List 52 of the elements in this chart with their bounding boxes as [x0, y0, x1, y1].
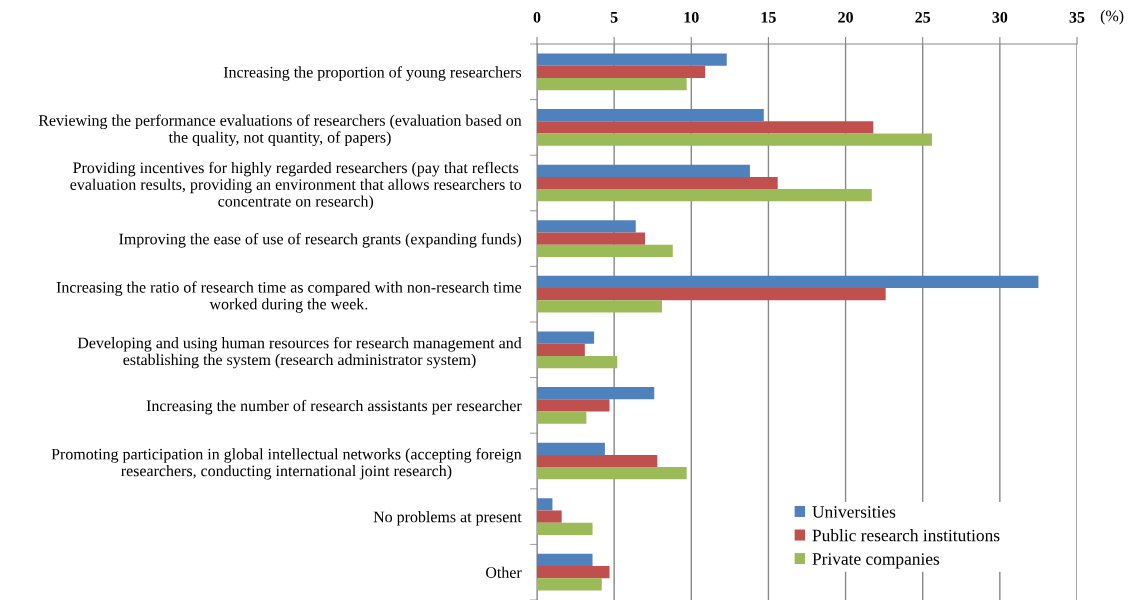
bar	[537, 121, 874, 134]
y-tick-label: Other	[486, 566, 522, 578]
bar	[537, 164, 750, 177]
y-tick-label: Increasing the number of research assistants per researcher	[146, 399, 522, 415]
y-tick-label: Providing incentives for highly regarded researchers (pay that reflects evaluation results, providing an environment that allows researchers to concentrate on research)	[70, 161, 522, 210]
y-tick-label: Increasing the ratio of research time as compared with non-research time worked during the week.	[56, 281, 522, 313]
bar	[537, 65, 706, 78]
x-tick-label: 10	[684, 11, 699, 23]
y-tick-label: Increasing the proportion of young researchers	[223, 66, 522, 81]
bar	[537, 578, 602, 591]
y-tick-label: Reviewing the performance evaluations of researchers (evaluation based on the quality, not quantity, of papers)	[38, 114, 522, 147]
bar	[537, 355, 618, 369]
bar	[537, 288, 886, 301]
bar	[537, 553, 593, 567]
bar	[537, 454, 658, 468]
bar	[537, 442, 605, 455]
x-tick-label: 25	[915, 11, 931, 23]
bar	[537, 498, 553, 511]
bar	[537, 399, 610, 412]
bar	[537, 133, 932, 146]
y-tick-label: Developing and using human resources for research management and establishing the system (research administrator system)	[77, 336, 522, 369]
bar	[537, 189, 872, 202]
x-tick-label: 20	[838, 11, 853, 23]
bar	[537, 275, 1039, 289]
x-tick-label: 15	[761, 12, 776, 23]
bar	[537, 510, 562, 523]
bar	[537, 522, 593, 535]
y-tick-label: Improving the ease of use of research grants (expanding funds)	[119, 232, 522, 248]
bar	[537, 77, 687, 91]
bar	[537, 300, 662, 313]
bar	[537, 331, 595, 344]
bar	[537, 109, 764, 122]
bar	[537, 343, 585, 356]
x-tick-label: 5	[610, 12, 618, 23]
bar	[537, 232, 645, 245]
x-tick-label: 35	[1069, 11, 1085, 23]
bar	[537, 220, 636, 233]
bar	[537, 176, 778, 190]
legend-label: Private companies	[812, 553, 940, 569]
bar	[537, 566, 610, 579]
y-tick-label: Promoting participation in global intellectual networks (accepting foreign researchers, conducting international joint research)	[51, 448, 522, 480]
bar	[537, 411, 587, 424]
x-tick-label: 0	[533, 11, 541, 23]
bar	[537, 244, 673, 257]
bar	[537, 387, 655, 400]
y-tick-label: No problems at present	[373, 511, 522, 526]
bar	[537, 467, 687, 480]
legend-label: Universities	[812, 506, 896, 518]
bar	[537, 53, 727, 66]
legend-label: Public research institutions	[812, 529, 1000, 542]
x-tick-label: 30	[992, 11, 1008, 23]
x-axis-title: (%)	[1100, 10, 1124, 25]
